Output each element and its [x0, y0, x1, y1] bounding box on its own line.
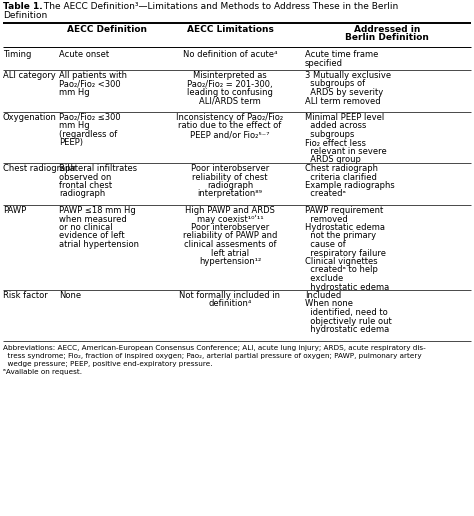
Text: mm Hg: mm Hg — [59, 88, 90, 97]
Text: identified, need to: identified, need to — [305, 308, 388, 317]
Text: High PAWP and ARDS: High PAWP and ARDS — [185, 206, 275, 215]
Text: mm Hg: mm Hg — [59, 121, 90, 131]
Text: ARDS by severity: ARDS by severity — [305, 88, 383, 97]
Text: Table 1.: Table 1. — [3, 2, 43, 11]
Text: ᵃAvailable on request.: ᵃAvailable on request. — [3, 369, 82, 375]
Text: Pao₂/Fio₂ <300: Pao₂/Fio₂ <300 — [59, 79, 120, 89]
Text: Minimal PEEP level: Minimal PEEP level — [305, 113, 384, 122]
Text: subgroups of: subgroups of — [305, 79, 365, 89]
Text: Bilateral infiltrates: Bilateral infiltrates — [59, 164, 137, 173]
Text: PEEP and/or Fio₂⁵⁻⁷: PEEP and/or Fio₂⁵⁻⁷ — [190, 130, 270, 139]
Text: Hydrostatic edema: Hydrostatic edema — [305, 223, 385, 232]
Text: Not formally included in: Not formally included in — [180, 291, 281, 300]
Text: wedge pressure; PEEP, positive end-expiratory pressure.: wedge pressure; PEEP, positive end-expir… — [3, 361, 212, 367]
Text: When none: When none — [305, 299, 353, 309]
Text: ALI term removed: ALI term removed — [305, 96, 381, 105]
Text: Chest radiograph: Chest radiograph — [305, 164, 378, 173]
Text: Acute onset: Acute onset — [59, 50, 109, 59]
Text: added across: added across — [305, 121, 366, 131]
Text: All patients with: All patients with — [59, 71, 127, 80]
Text: Berlin Definition: Berlin Definition — [345, 34, 429, 42]
Text: tress syndrome; Fio₂, fraction of inspired oxygen; Pao₂, arterial partial pressu: tress syndrome; Fio₂, fraction of inspir… — [3, 353, 422, 359]
Text: exclude: exclude — [305, 274, 343, 283]
Text: left atrial: left atrial — [211, 249, 249, 257]
Text: (regardless of: (regardless of — [59, 130, 117, 139]
Text: clinical assesments of: clinical assesments of — [184, 240, 276, 249]
Text: Oxygenation: Oxygenation — [3, 113, 57, 122]
Text: ALI/ARDS term: ALI/ARDS term — [199, 96, 261, 105]
Text: None: None — [59, 291, 81, 300]
Text: when measured: when measured — [59, 215, 127, 223]
Text: objectively rule out: objectively rule out — [305, 316, 392, 326]
Text: Definition: Definition — [3, 11, 47, 20]
Text: Misinterpreted as: Misinterpreted as — [193, 71, 267, 80]
Text: frontal chest: frontal chest — [59, 181, 112, 190]
Text: Included: Included — [305, 291, 341, 300]
Text: reliability of PAWP and: reliability of PAWP and — [183, 232, 277, 240]
Text: AECC Limitations: AECC Limitations — [187, 25, 273, 34]
Text: hydrostatic edema: hydrostatic edema — [305, 325, 389, 334]
Text: createdᵃ to help: createdᵃ to help — [305, 266, 378, 275]
Text: respiratory failure: respiratory failure — [305, 249, 386, 257]
Text: cause of: cause of — [305, 240, 346, 249]
Text: specified: specified — [305, 58, 343, 68]
Text: ratio due to the effect of: ratio due to the effect of — [178, 121, 282, 131]
Text: AECC Definition: AECC Definition — [67, 25, 147, 34]
Text: criteria clarified: criteria clarified — [305, 172, 377, 182]
Text: ALI category: ALI category — [3, 71, 56, 80]
Text: PAWP requirement: PAWP requirement — [305, 206, 383, 215]
Text: Pao₂/Fio₂ = 201-300,: Pao₂/Fio₂ = 201-300, — [187, 79, 273, 89]
Text: Acute time frame: Acute time frame — [305, 50, 378, 59]
Text: observed on: observed on — [59, 172, 111, 182]
Text: reliability of chest: reliability of chest — [192, 172, 268, 182]
Text: Timing: Timing — [3, 50, 31, 59]
Text: Example radiographs: Example radiographs — [305, 181, 395, 190]
Text: PEEP): PEEP) — [59, 138, 83, 148]
Text: or no clinical: or no clinical — [59, 223, 113, 232]
Text: Poor interobserver: Poor interobserver — [191, 164, 269, 173]
Text: hydrostatic edema: hydrostatic edema — [305, 282, 389, 292]
Text: may coexist¹⁰ʹ¹¹: may coexist¹⁰ʹ¹¹ — [197, 215, 264, 223]
Text: No definition of acute⁴: No definition of acute⁴ — [183, 50, 277, 59]
Text: 3 Mutually exclusive: 3 Mutually exclusive — [305, 71, 391, 80]
Text: Fio₂ effect less: Fio₂ effect less — [305, 138, 366, 148]
Text: PAWP ≤18 mm Hg: PAWP ≤18 mm Hg — [59, 206, 136, 215]
Text: definition⁴: definition⁴ — [208, 299, 252, 309]
Text: Risk factor: Risk factor — [3, 291, 48, 300]
Text: Abbreviations: AECC, American-European Consensus Conference; ALI, acute lung inj: Abbreviations: AECC, American-European C… — [3, 345, 426, 351]
Text: evidence of left: evidence of left — [59, 232, 125, 240]
Text: Chest radiograph: Chest radiograph — [3, 164, 76, 173]
Text: atrial hypertension: atrial hypertension — [59, 240, 139, 249]
Text: interpretation⁸⁹: interpretation⁸⁹ — [198, 189, 263, 199]
Text: Clinical vignettes: Clinical vignettes — [305, 257, 378, 266]
Text: hypertension¹²: hypertension¹² — [199, 257, 261, 266]
Text: Inconsistency of Pao₂/Fio₂: Inconsistency of Pao₂/Fio₂ — [176, 113, 283, 122]
Text: ARDS group: ARDS group — [305, 155, 361, 165]
Text: PAWP: PAWP — [3, 206, 26, 215]
Text: Addressed in: Addressed in — [354, 25, 420, 34]
Text: The AECC Definition³—Limitations and Methods to Address These in the Berlin: The AECC Definition³—Limitations and Met… — [41, 2, 398, 11]
Text: createdᵃ: createdᵃ — [305, 189, 346, 199]
Text: radiograph: radiograph — [59, 189, 105, 199]
Text: subgroups: subgroups — [305, 130, 355, 139]
Text: not the primary: not the primary — [305, 232, 376, 240]
Text: Pao₂/Fio₂ ≤300: Pao₂/Fio₂ ≤300 — [59, 113, 120, 122]
Text: removed: removed — [305, 215, 348, 223]
Text: radiograph: radiograph — [207, 181, 253, 190]
Text: leading to confusing: leading to confusing — [187, 88, 273, 97]
Text: relevant in severe: relevant in severe — [305, 147, 387, 156]
Text: Poor interobserver: Poor interobserver — [191, 223, 269, 232]
